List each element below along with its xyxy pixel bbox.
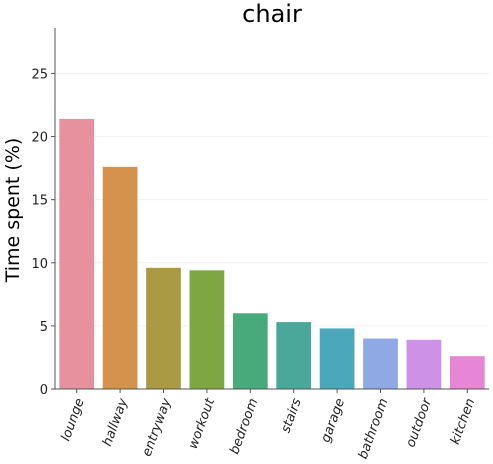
bar-workout — [189, 270, 225, 389]
axes — [51, 28, 489, 393]
bar-bathroom — [363, 338, 398, 389]
bar-kitchen — [449, 356, 485, 389]
y-tick-label: 20 — [31, 131, 48, 146]
bar-garage — [319, 328, 355, 389]
y-axis-label: Time spent (%) — [2, 138, 24, 284]
x-tick-label: garage — [318, 396, 348, 444]
bars — [59, 118, 485, 390]
x-tick-label: bathroom — [356, 396, 392, 461]
x-tick-labels: lounge hallway entryway workout bedroom stair… — [59, 395, 479, 461]
x-tick-label: bedroom — [227, 396, 261, 456]
y-tick-label: 5 — [40, 320, 48, 335]
bar-stairs — [276, 322, 312, 389]
x-tick-label: hallway — [100, 396, 131, 448]
bar-lounge — [59, 118, 95, 390]
bar-bedroom — [232, 313, 268, 389]
bar-outdoor — [406, 339, 442, 389]
x-tick-label: workout — [186, 396, 218, 452]
y-tick-labels: 0 5 10 15 20 25 — [31, 67, 48, 398]
chart-title: chair — [242, 0, 302, 28]
x-tick-label: outdoor — [403, 395, 435, 449]
bar-hallway — [102, 166, 138, 389]
y-tick-label: 10 — [31, 257, 48, 272]
y-tick-label: 15 — [31, 194, 48, 209]
x-tick-label: entryway — [140, 396, 175, 458]
y-tick-label: 25 — [31, 67, 48, 82]
x-tick-label: lounge — [59, 396, 88, 443]
bar-entryway — [146, 267, 181, 389]
y-tick-label: 0 — [40, 383, 48, 398]
x-tick-label: kitchen — [448, 396, 478, 446]
x-tick-label: stairs — [278, 396, 304, 435]
